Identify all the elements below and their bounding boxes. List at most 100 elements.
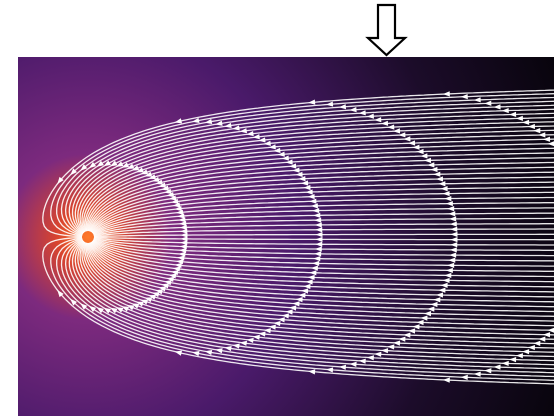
arrowhead (412, 324, 420, 330)
arrowhead (387, 344, 395, 350)
arrowhead (438, 181, 446, 187)
arrowhead (338, 364, 347, 370)
arrowhead (164, 188, 172, 194)
arrowhead (509, 111, 517, 117)
arrowhead (224, 345, 232, 352)
arrowhead (155, 179, 163, 185)
arrowhead (380, 120, 389, 126)
streamline (93, 228, 554, 237)
arrowhead (435, 176, 444, 182)
arrowhead (325, 367, 334, 373)
arrowhead (168, 273, 177, 279)
arrowhead (408, 328, 416, 334)
arrowhead (307, 274, 315, 281)
streamline (88, 242, 554, 313)
arrowhead (178, 217, 186, 223)
arrowhead (277, 151, 285, 157)
arrowhead (313, 212, 321, 218)
arrowhead (349, 361, 357, 367)
arrowhead (164, 280, 172, 286)
streamline (90, 241, 554, 293)
arrowhead (116, 307, 124, 313)
arrowhead (277, 317, 285, 323)
arrowhead (140, 299, 149, 305)
arrowhead (70, 298, 77, 306)
arrowhead (338, 104, 347, 110)
arrowhead (450, 231, 458, 238)
arrowhead (281, 313, 289, 319)
arrowhead (309, 198, 317, 204)
arrowhead (224, 122, 232, 129)
arrowhead (155, 289, 163, 295)
arrowhead (285, 309, 293, 315)
streamline (89, 171, 554, 232)
arrowhead (204, 349, 213, 356)
arrowhead (460, 94, 468, 100)
arrowhead (131, 165, 140, 171)
arrowhead (315, 236, 323, 243)
arrowhead (161, 185, 169, 191)
arrowhead (349, 107, 357, 113)
arrowhead (416, 148, 424, 155)
arrowhead (416, 319, 424, 326)
streamline (86, 147, 554, 232)
arrowhead (543, 136, 551, 142)
arrowhead (449, 221, 457, 227)
streamline (84, 242, 554, 336)
arrowhead (449, 247, 457, 253)
arrowhead (374, 351, 382, 357)
arrowhead (522, 349, 530, 355)
arrowhead (315, 231, 323, 238)
arrowhead (314, 246, 322, 252)
streamline (56, 96, 554, 237)
streamline (42, 236, 554, 385)
arrowhead (301, 180, 309, 186)
arrowhead (444, 195, 452, 202)
arrowhead (136, 167, 144, 173)
arrowhead (547, 327, 554, 333)
arrowhead (509, 357, 517, 363)
streamline (56, 237, 554, 378)
arrowhead (239, 128, 248, 134)
arrowhead (310, 203, 318, 209)
streamline (84, 138, 554, 232)
arrowhead (403, 332, 411, 338)
arrowhead (312, 260, 320, 267)
streamline (91, 240, 554, 283)
arrowhead (215, 120, 223, 126)
arrowhead (301, 288, 309, 294)
arrowhead (444, 272, 452, 279)
arrowhead (533, 340, 541, 346)
arrowhead (166, 191, 175, 198)
arrowhead (408, 140, 416, 146)
arrowhead (239, 340, 248, 346)
arrowhead (158, 286, 166, 292)
arrowhead (374, 117, 382, 123)
arrowhead (538, 336, 546, 342)
arrowhead (289, 305, 297, 311)
arrowhead (366, 355, 374, 361)
arrowhead (116, 161, 124, 167)
streamline (87, 152, 554, 232)
streamline (92, 207, 554, 235)
arrowhead (447, 262, 455, 268)
arrowhead (484, 100, 492, 106)
arrowhead (148, 174, 156, 180)
streamline (60, 100, 554, 236)
arrowhead (484, 368, 492, 374)
arrowhead (303, 283, 311, 290)
streamline (93, 233, 554, 238)
arrowhead (121, 162, 130, 168)
streamline (90, 242, 554, 298)
streamline (93, 223, 554, 237)
arrowhead (309, 270, 317, 276)
arrowhead (412, 144, 420, 150)
streamline (91, 191, 554, 234)
streamline (92, 240, 554, 278)
arrowhead (174, 205, 182, 212)
arrowhead (473, 97, 481, 103)
arrowhead (252, 334, 260, 340)
arrowhead (180, 240, 188, 246)
arrowhead (172, 266, 181, 272)
